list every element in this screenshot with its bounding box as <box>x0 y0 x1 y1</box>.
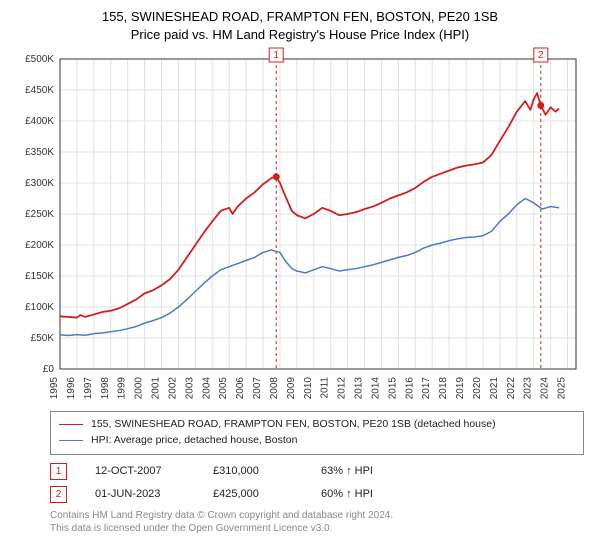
svg-text:1998: 1998 <box>100 377 111 400</box>
svg-text:2019: 2019 <box>455 377 466 400</box>
legend-swatch <box>59 440 83 441</box>
sale-marker: 1 <box>50 463 67 480</box>
legend-swatch <box>59 424 83 425</box>
footnote-line-2: This data is licensed under the Open Gov… <box>50 522 584 536</box>
svg-text:£100K: £100K <box>25 302 54 313</box>
svg-text:2010: 2010 <box>303 377 314 400</box>
svg-text:2007: 2007 <box>252 377 263 400</box>
svg-text:£200K: £200K <box>25 240 54 251</box>
chart-title: 155, SWINESHEAD ROAD, FRAMPTON FEN, BOST… <box>12 8 588 43</box>
svg-text:£50K: £50K <box>31 333 55 344</box>
svg-text:2006: 2006 <box>235 377 246 400</box>
svg-text:2018: 2018 <box>438 377 449 400</box>
svg-text:2008: 2008 <box>269 377 280 400</box>
svg-text:1: 1 <box>273 50 279 61</box>
sale-row: 2 01-JUN-2023 £425,000 60% ↑ HPI <box>50 486 584 503</box>
footnote-line-1: Contains HM Land Registry data © Crown c… <box>50 509 584 523</box>
line-chart: £0 £50K £100K £150K £200K £250K £300K £350K £400… <box>12 47 588 405</box>
svg-text:2005: 2005 <box>218 377 229 400</box>
sale-date: 01-JUN-2023 <box>95 488 185 500</box>
sales-list: 1 12-OCT-2007 £310,000 63% ↑ HPI 2 01-JUN-202… <box>50 463 584 503</box>
legend: 155, SWINESHEAD ROAD, FRAMPTON FEN, BOST… <box>50 411 584 455</box>
svg-text:2003: 2003 <box>184 377 195 400</box>
svg-text:2012: 2012 <box>337 377 348 400</box>
legend-item: HPI: Average price, detached house, Bost… <box>59 433 575 449</box>
svg-text:1996: 1996 <box>66 377 77 400</box>
svg-text:2020: 2020 <box>472 377 483 400</box>
svg-text:£0: £0 <box>43 364 55 375</box>
svg-text:2002: 2002 <box>167 377 178 400</box>
svg-text:£300K: £300K <box>25 178 54 189</box>
sale-marker: 2 <box>50 486 67 503</box>
legend-item: 155, SWINESHEAD ROAD, FRAMPTON FEN, BOST… <box>59 417 575 433</box>
footnote: Contains HM Land Registry data © Crown c… <box>50 509 584 536</box>
svg-text:£500K: £500K <box>25 54 54 65</box>
svg-text:2014: 2014 <box>370 377 381 400</box>
sale-row: 1 12-OCT-2007 £310,000 63% ↑ HPI <box>50 463 584 480</box>
svg-text:1999: 1999 <box>117 377 128 400</box>
svg-text:2024: 2024 <box>540 377 551 400</box>
sale-price: £310,000 <box>213 465 293 477</box>
svg-text:1995: 1995 <box>49 377 60 400</box>
svg-text:2017: 2017 <box>421 377 432 400</box>
sale-delta: 63% ↑ HPI <box>321 465 421 477</box>
svg-text:2001: 2001 <box>151 377 162 400</box>
sale-price: £425,000 <box>213 488 293 500</box>
svg-text:2022: 2022 <box>506 377 517 400</box>
svg-text:2013: 2013 <box>354 377 365 400</box>
svg-text:2016: 2016 <box>404 377 415 400</box>
svg-text:2009: 2009 <box>286 377 297 400</box>
sale-delta: 60% ↑ HPI <box>321 488 421 500</box>
svg-text:2021: 2021 <box>489 377 500 400</box>
legend-label: HPI: Average price, detached house, Bost… <box>91 433 297 449</box>
svg-text:£450K: £450K <box>25 85 54 96</box>
svg-text:2023: 2023 <box>523 377 534 400</box>
svg-text:2: 2 <box>538 50 544 61</box>
svg-text:£350K: £350K <box>25 147 54 158</box>
title-line-2: Price paid vs. HM Land Registry's House … <box>12 26 588 44</box>
svg-text:£150K: £150K <box>25 271 54 282</box>
chart-area: £0 £50K £100K £150K £200K £250K £300K £350K £400… <box>12 47 588 405</box>
svg-text:2025: 2025 <box>557 377 568 400</box>
svg-text:1997: 1997 <box>83 377 94 400</box>
svg-text:2000: 2000 <box>134 377 145 400</box>
svg-text:£400K: £400K <box>25 116 54 127</box>
svg-text:2011: 2011 <box>320 377 331 399</box>
title-line-1: 155, SWINESHEAD ROAD, FRAMPTON FEN, BOST… <box>12 8 588 26</box>
svg-text:2004: 2004 <box>201 377 212 400</box>
legend-label: 155, SWINESHEAD ROAD, FRAMPTON FEN, BOST… <box>91 417 496 433</box>
sale-date: 12-OCT-2007 <box>95 465 185 477</box>
svg-text:2015: 2015 <box>387 377 398 400</box>
svg-text:£250K: £250K <box>25 209 54 220</box>
